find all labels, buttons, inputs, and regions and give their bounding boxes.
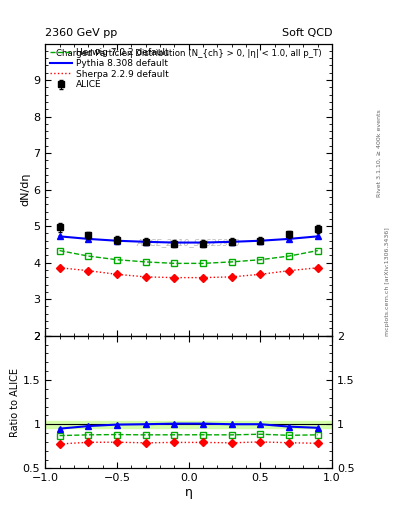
Pythia 8.308 default [172, 240, 176, 246]
Herwig 7.0.2 default [258, 257, 263, 263]
Pythia 8.308 default [143, 239, 148, 245]
Sherpa 2.2.9 default [316, 265, 320, 271]
Pythia 8.308 default [86, 236, 90, 242]
Legend: Herwig 7.0.2 default, Pythia 8.308 default, Sherpa 2.2.9 default, ALICE: Herwig 7.0.2 default, Pythia 8.308 defau… [48, 46, 171, 91]
Pythia 8.308 default [57, 233, 62, 240]
Herwig 7.0.2 default [201, 260, 206, 266]
Text: mcplots.cern.ch [arXiv:1306.3436]: mcplots.cern.ch [arXiv:1306.3436] [385, 227, 389, 336]
Y-axis label: dN/dη: dN/dη [20, 173, 30, 206]
Herwig 7.0.2 default [86, 253, 90, 259]
Text: ALICE_2010_S8625980: ALICE_2010_S8625980 [137, 238, 241, 247]
Sherpa 2.2.9 default [86, 268, 90, 274]
Herwig 7.0.2 default [115, 257, 119, 263]
Text: Rivet 3.1.10, ≥ 400k events: Rivet 3.1.10, ≥ 400k events [377, 110, 382, 198]
Sherpa 2.2.9 default [230, 274, 234, 280]
Herwig 7.0.2 default [287, 253, 292, 259]
Line: Herwig 7.0.2 default: Herwig 7.0.2 default [59, 250, 318, 263]
Line: Pythia 8.308 default: Pythia 8.308 default [59, 237, 318, 243]
Text: Soft QCD: Soft QCD [282, 28, 332, 38]
Sherpa 2.2.9 default [201, 274, 206, 281]
Line: Sherpa 2.2.9 default: Sherpa 2.2.9 default [59, 268, 318, 278]
Text: Charged Particleη Distribution (N_{ch} > 0, |η| < 1.0, all p_T): Charged Particleη Distribution (N_{ch} >… [56, 49, 321, 58]
Sherpa 2.2.9 default [143, 274, 148, 280]
Pythia 8.308 default [115, 238, 119, 244]
Pythia 8.308 default [287, 236, 292, 242]
Pythia 8.308 default [258, 238, 263, 244]
Sherpa 2.2.9 default [258, 271, 263, 278]
X-axis label: η: η [185, 486, 193, 499]
Sherpa 2.2.9 default [115, 271, 119, 278]
Herwig 7.0.2 default [172, 260, 176, 266]
Pythia 8.308 default [201, 240, 206, 246]
Sherpa 2.2.9 default [287, 268, 292, 274]
Herwig 7.0.2 default [143, 259, 148, 265]
Herwig 7.0.2 default [316, 247, 320, 253]
Herwig 7.0.2 default [230, 259, 234, 265]
Sherpa 2.2.9 default [172, 274, 176, 281]
Pythia 8.308 default [316, 233, 320, 240]
Pythia 8.308 default [230, 239, 234, 245]
Herwig 7.0.2 default [57, 247, 62, 253]
Sherpa 2.2.9 default [57, 265, 62, 271]
Y-axis label: Ratio to ALICE: Ratio to ALICE [10, 368, 20, 437]
Text: 2360 GeV pp: 2360 GeV pp [45, 28, 118, 38]
